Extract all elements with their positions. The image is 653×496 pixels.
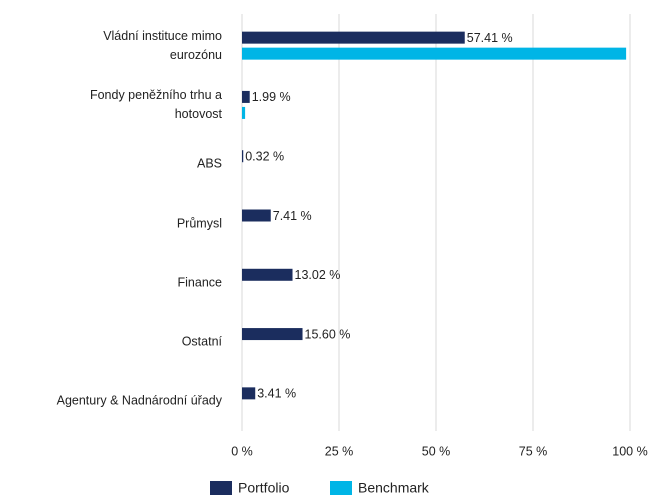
bar [242,47,627,60]
x-tick-label: 25 % [325,444,354,458]
value-label: 3.41 % [257,387,296,401]
bar [242,387,256,400]
category-label: Agentury & Nadnárodní úřady [56,393,222,408]
value-label: 15.60 % [305,327,351,341]
bar [242,106,246,119]
value-label: 1.99 % [252,90,291,104]
value-label: 7.41 % [273,209,312,223]
bar [242,209,271,222]
bar [242,31,465,44]
category-label: Fondy peněžního trhu a hotovost [89,87,222,121]
x-tick-label: 75 % [519,444,548,458]
x-tick-label: 0 % [231,444,253,458]
bar [242,150,244,163]
value-label: 57.41 % [467,31,513,45]
legend-label: Benchmark [358,480,430,496]
value-label: 13.02 % [295,268,341,282]
bar [242,328,303,341]
category-label: ABS [196,156,222,171]
x-tick-label: 100 % [612,444,647,458]
bar [242,90,250,103]
legend-swatch [330,481,352,495]
x-tick-label: 50 % [422,444,451,458]
legend-swatch [210,481,232,495]
category-label: Finance [177,275,222,290]
value-label: 0.32 % [245,150,284,164]
category-label: Ostatní [181,334,222,349]
legend-label: Portfolio [238,480,290,496]
category-label: Vládní instituce mimo eurozónu [103,28,222,62]
bar [242,268,293,281]
category-label: Průmysl [176,216,222,230]
